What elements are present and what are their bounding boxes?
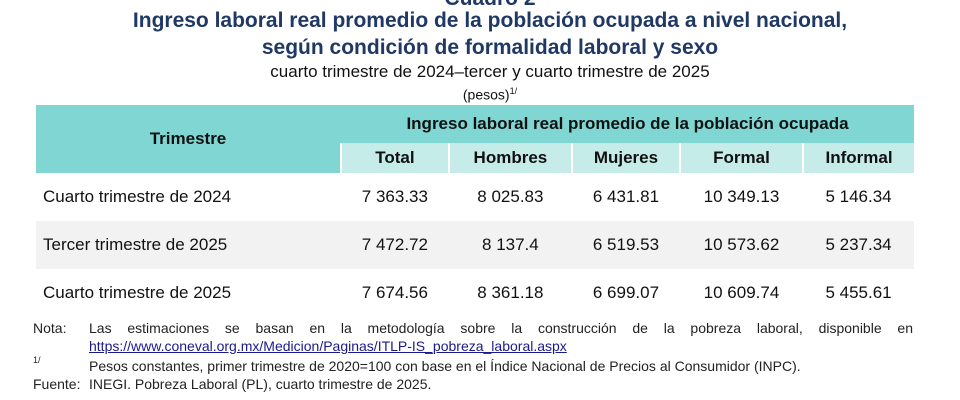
unit-note: 1/ [509, 86, 518, 96]
cell: 5 146.34 [825, 187, 892, 206]
source-text: INEGI. Pobreza Laboral (PL), cuarto trim… [89, 376, 432, 392]
cell: 5 455.61 [825, 283, 892, 302]
cell: 6 431.81 [592, 187, 660, 206]
column-header: Total [340, 143, 449, 173]
title: Ingreso laboral real promedio de la pobl… [132, 9, 848, 32]
column-header: Informal [802, 143, 914, 173]
cell: 10 609.74 [703, 283, 780, 302]
subtitle: cuarto trimestre de 2024–tercer y cuarto… [270, 62, 710, 81]
table-row: Cuarto trimestre de 2024 7 363.33 8 025.83… [36, 173, 914, 221]
cell: 8 137.4 [448, 221, 573, 269]
group-header: Ingreso laboral real promedio de la pobl… [341, 105, 914, 143]
cell: 8 361.18 [477, 283, 544, 302]
title: según condición de formalidad laboral y … [261, 36, 719, 59]
row-label: Tercer trimestre de 2025 [36, 221, 341, 269]
column-header: Formal [678, 143, 804, 173]
note-text: Las estimaciones se basan en la metodolo… [89, 320, 913, 336]
column-header: Hombres [447, 143, 573, 173]
cell: 10 573.62 [679, 221, 804, 269]
cell: 7 363.33 [361, 187, 428, 206]
cell: 6 699.07 [592, 283, 660, 302]
cell: 5 237.34 [803, 221, 914, 269]
footnote-mark: 1/ [33, 355, 41, 365]
cuadro-label: Cuadro 2 [0, 0, 960, 11]
unit: (pesos)1/ [0, 86, 960, 103]
note-link[interactable]: https://www.coneval.org.mx/Medicion/Pagi… [89, 338, 567, 354]
data-table: Trimestre Ingreso laboral real promedio … [36, 105, 914, 317]
row-label: Cuarto trimestre de 2025 [43, 283, 232, 302]
row-header: Trimestre [36, 105, 341, 173]
cell: 8 025.83 [477, 187, 544, 206]
table-row: Cuarto trimestre de 2025 7 674.56 8 361.18… [36, 269, 914, 317]
unit-text: (pesos) [462, 86, 510, 103]
source-label: Fuente: [33, 376, 81, 392]
cell: 10 349.13 [703, 187, 780, 206]
cell: 7 472.72 [341, 221, 449, 269]
row-label: Cuarto trimestre de 2024 [43, 187, 232, 206]
cell: 7 674.56 [361, 283, 428, 302]
cell: 6 519.53 [572, 221, 680, 269]
footnote-text: Pesos constantes, primer trimestre de 20… [89, 358, 801, 374]
table-row: Tercer trimestre de 2025 7 472.72 8 137.4 6… [36, 221, 914, 269]
column-header: Mujeres [571, 143, 680, 173]
note-label: Nota: [33, 320, 67, 336]
